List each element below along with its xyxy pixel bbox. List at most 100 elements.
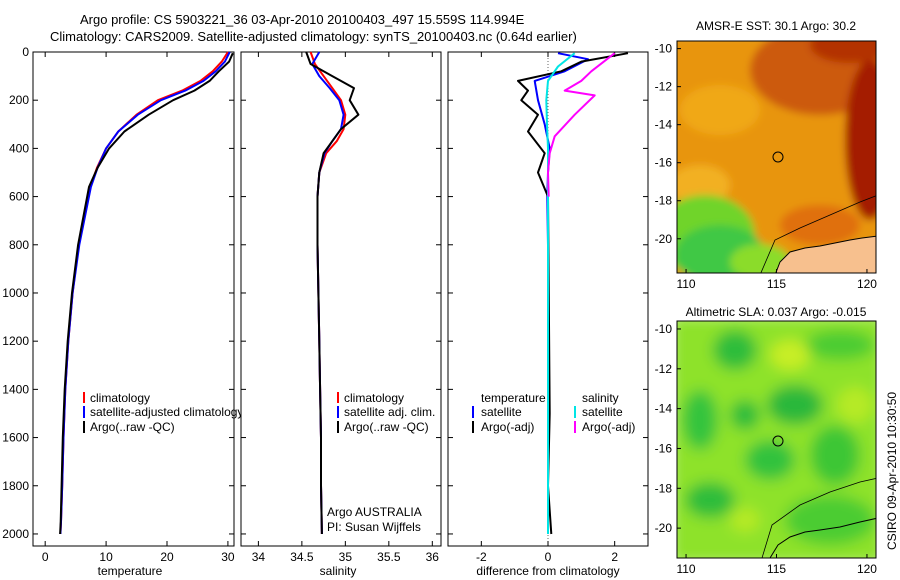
sla-high-3 [730,400,760,430]
y-tick-label: 1400 [2,382,29,396]
map-x-tick-label: 115 [767,562,786,576]
map-y-tick-label: -20 [655,232,673,246]
sst-map-field [677,41,876,273]
difference-xlabel: difference from climatology [476,564,619,578]
sla-low-3 [730,508,760,532]
sla-low-1 [770,340,810,370]
map-y-tick-label: -20 [655,521,673,535]
y-tick-label: 1000 [2,286,29,300]
sla-high-8 [810,425,860,485]
series-line-salinity-satellite [545,52,576,534]
legend-label-climatology: climatology [344,391,404,405]
series-line-salinity-argo-adj [547,52,616,197]
legend-title-temperature: temperature [481,391,546,405]
sst-coastline [775,235,876,273]
x-tick-label: 35 [339,550,353,564]
sla-high-9 [785,495,875,545]
sst-map-panel: AMSR-E SST: 30.1 Argo: 30.2 110 115 120 -10… [655,19,878,291]
sla-map-title: Altimetric SLA: 0.037 Argo: -0.015 [686,305,867,319]
map-x-tick-label: 120 [857,277,877,291]
series-line-argo-raw-qc [59,52,234,535]
map-x-tick-label: 120 [857,562,877,576]
y-tick-label: 0 [22,45,29,59]
sla-high-1 [713,330,757,370]
series-line-argo-raw-qc [305,51,360,535]
sla-coastline [769,517,876,558]
x-tick-label: 10 [99,550,113,564]
sst-warm-east [845,60,876,220]
legend-label-satellite-adjusted: satellite-adjusted climatology [90,405,243,419]
legend-title-salinity: salinity [582,391,619,405]
sst-warm-north [810,41,876,63]
difference-panel: -2 0 2 difference from climatology tempera… [447,51,649,578]
y-tick-label: 800 [9,238,29,252]
header-line-1: Argo profile: CS 5903221_36 03-Apr-2010 … [80,12,525,27]
temperature-axes-box [32,51,235,547]
x-tick-label: 34.5 [290,550,314,564]
sla-bathymetry-contour [761,478,876,558]
sla-map-panel: Altimetric SLA: 0.037 Argo: -0.015 1 [655,305,878,576]
legend-label-sal-satellite: satellite [582,405,623,419]
salinity-panel: 34 34.5 35 35.5 36 salinity climatology sate… [240,51,442,578]
sst-patch-2 [677,165,730,205]
header-line-2: Climatology: CARS2009. Satellite-adjuste… [50,29,577,44]
temperature-legend: climatology satellite-adjusted climatolo… [83,391,243,434]
y-tick-label: 1200 [2,334,29,348]
x-tick-label: 35.5 [377,550,401,564]
sla-low-2 [837,387,873,423]
legend-label-sal-argo: Argo(-adj) [582,420,635,434]
legend-label-argo: Argo(..raw -QC) [90,420,175,434]
legend-label-climatology: climatology [90,391,150,405]
legend-label-argo: Argo(..raw -QC) [344,420,429,434]
salinity-xlabel: salinity [320,564,357,578]
x-tick-label: -2 [476,550,487,564]
argo-location-marker-sla [772,435,784,447]
map-y-tick-label: -10 [655,322,673,336]
map-x-tick-label: 115 [767,277,786,291]
argo-location-marker-sst [772,151,784,163]
sst-land [775,236,876,273]
x-tick-label: 0 [42,550,49,564]
float-owner: Argo AUSTRALIA [327,505,422,519]
legend-label-satellite-adj: satellite adj. clim. [344,405,435,419]
map-y-tick-label: -10 [655,42,673,56]
map-x-tick-label: 110 [676,562,695,576]
sla-map-field [677,321,876,558]
sst-cool-coast [730,244,790,273]
map-y-tick-label: -16 [655,156,673,170]
temperature-panel: 0 10 20 30 0 200 400 600 800 1000 1200 1400 1600 1800… [2,45,243,578]
map-y-tick-label: -18 [655,194,673,208]
y-tick-label: 400 [9,141,29,155]
salinity-legend: climatology satellite adj. clim. Argo(..… [337,391,435,434]
principal-investigator: PI: Susan Wijffels [327,520,421,534]
sst-patch-1 [680,85,760,135]
x-tick-label: 2 [611,550,618,564]
x-tick-label: 34 [252,550,266,564]
sla-high-6 [805,330,875,360]
sla-high-4 [767,385,823,425]
map-x-tick-label: 110 [676,277,695,291]
credit-stamp: CSIRO 09-Apr-2010 10:30:50 [885,392,899,550]
map-y-tick-label: -16 [655,441,673,455]
x-tick-label: 0 [545,550,552,564]
y-tick-label: 1600 [2,431,29,445]
legend-label-temp-satellite: satellite [481,405,522,419]
y-tick-label: 1800 [2,479,29,493]
sla-high-2 [682,390,718,450]
map-y-tick-label: -14 [655,118,673,132]
x-tick-label: 30 [221,550,235,564]
legend-label-temp-argo: Argo(-adj) [481,420,534,434]
temperature-xlabel: temperature [98,564,163,578]
sla-high-7 [685,482,735,518]
sst-mid-south [780,205,860,245]
y-tick-label: 200 [9,93,29,107]
y-tick-label: 600 [9,190,29,204]
sla-high-5 [745,440,795,480]
map-y-tick-label: -18 [655,481,673,495]
sst-bathymetry-contour [760,195,876,273]
x-tick-label: 36 [426,550,440,564]
map-y-tick-label: -12 [655,362,673,376]
y-tick-label: 2000 [2,527,29,541]
map-y-tick-label: -12 [655,80,673,94]
